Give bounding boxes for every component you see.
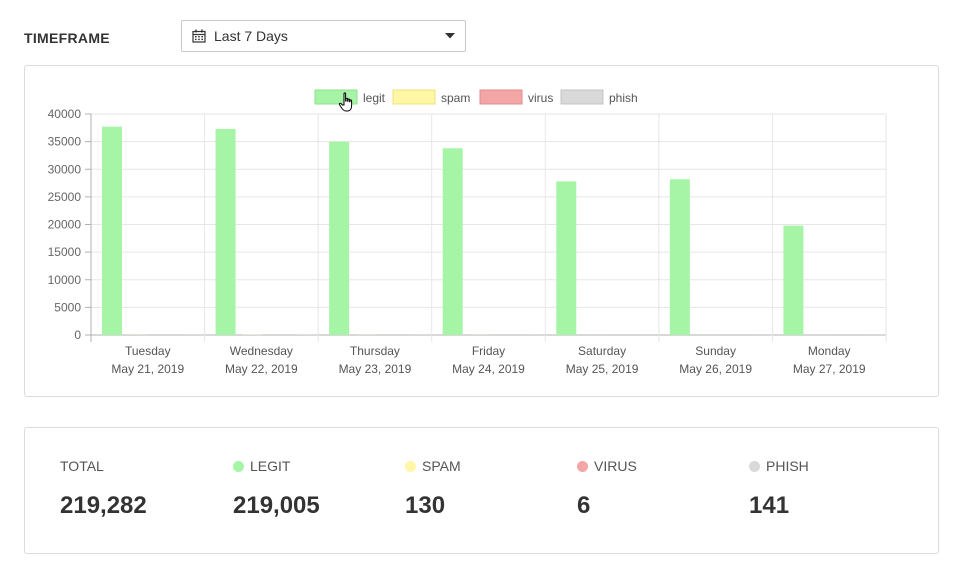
bar-legit <box>215 128 236 335</box>
chart-card: 0 5000 10000 15000 20000 25000 30000 35000 40000… <box>24 65 939 397</box>
legend-label-virus: virus <box>528 91 553 105</box>
bar-legit <box>442 148 463 335</box>
legend-label-spam: spam <box>441 91 470 105</box>
summary-card: TOTAL 219,282 LEGIT 219,005 SPAM 130 VIR… <box>24 427 939 554</box>
x-tick-label-day: Friday <box>472 344 505 358</box>
x-tick-label-date: May 21, 2019 <box>111 362 184 376</box>
stat-virus-label: VIRUS <box>594 458 637 474</box>
y-tick-label: 35000 <box>48 135 82 149</box>
timeframe-value: Last 7 Days <box>214 28 288 44</box>
y-tick-label: 30000 <box>48 162 82 176</box>
legend-swatch-spam <box>392 89 436 105</box>
y-tick-label: 10000 <box>48 273 82 287</box>
stat-virus-value: 6 <box>577 492 591 519</box>
timeframe-select[interactable]: Last 7 Days <box>181 20 466 52</box>
legend-label-phish: phish <box>609 91 638 105</box>
legit-dot-icon <box>233 460 244 472</box>
timeframe-label: TIMEFRAME <box>24 30 110 46</box>
y-tick-label: 20000 <box>48 218 82 232</box>
bar-legit <box>556 181 577 335</box>
y-tick-label: 5000 <box>54 300 81 314</box>
stat-total-label: TOTAL <box>60 458 104 474</box>
bar-legit <box>102 126 122 335</box>
x-tick-label-date: May 23, 2019 <box>339 362 412 376</box>
y-tick-label: 40000 <box>48 107 82 121</box>
bar-chart: 0 5000 10000 15000 20000 25000 30000 35000 40000… <box>48 89 887 376</box>
x-tick-label-day: Saturday <box>578 344 626 358</box>
legend-swatch-virus <box>479 89 523 105</box>
x-tick-label-day: Monday <box>808 344 851 358</box>
legend-swatch-phish <box>560 89 604 105</box>
phish-dot-icon <box>749 460 760 472</box>
hand-cursor-icon <box>338 92 353 112</box>
x-tick-label-day: Tuesday <box>125 344 171 358</box>
x-tick-label-date: May 26, 2019 <box>679 362 752 376</box>
y-tick-label: 15000 <box>48 245 82 259</box>
stat-legit-label: LEGIT <box>250 458 291 474</box>
x-tick-label-day: Sunday <box>695 344 736 358</box>
spam-dot-icon <box>405 460 416 472</box>
x-tick-label-date: May 25, 2019 <box>566 362 639 376</box>
stat-phish-label: PHISH <box>766 458 809 474</box>
bar-legit <box>783 225 804 335</box>
bar-legit <box>669 179 690 335</box>
stat-spam-label: SPAM <box>422 458 461 474</box>
stat-legit-value: 219,005 <box>233 492 320 519</box>
chevron-down-icon <box>445 33 455 39</box>
calendar-icon <box>192 29 206 43</box>
x-tick-label-date: May 27, 2019 <box>793 362 866 376</box>
x-tick-label-day: Thursday <box>350 344 400 358</box>
stat-total-value: 219,282 <box>60 492 147 519</box>
virus-dot-icon <box>577 460 588 472</box>
x-tick-label-day: Wednesday <box>230 344 293 358</box>
x-tick-label-date: May 22, 2019 <box>225 362 298 376</box>
y-tick-label: 25000 <box>48 190 82 204</box>
legend-label-legit: legit <box>363 91 386 105</box>
bar-legit <box>329 141 350 335</box>
stat-spam-value: 130 <box>405 492 446 519</box>
x-tick-label-date: May 24, 2019 <box>452 362 525 376</box>
stat-phish-value: 141 <box>749 492 790 519</box>
y-tick-label: 0 <box>74 328 81 342</box>
